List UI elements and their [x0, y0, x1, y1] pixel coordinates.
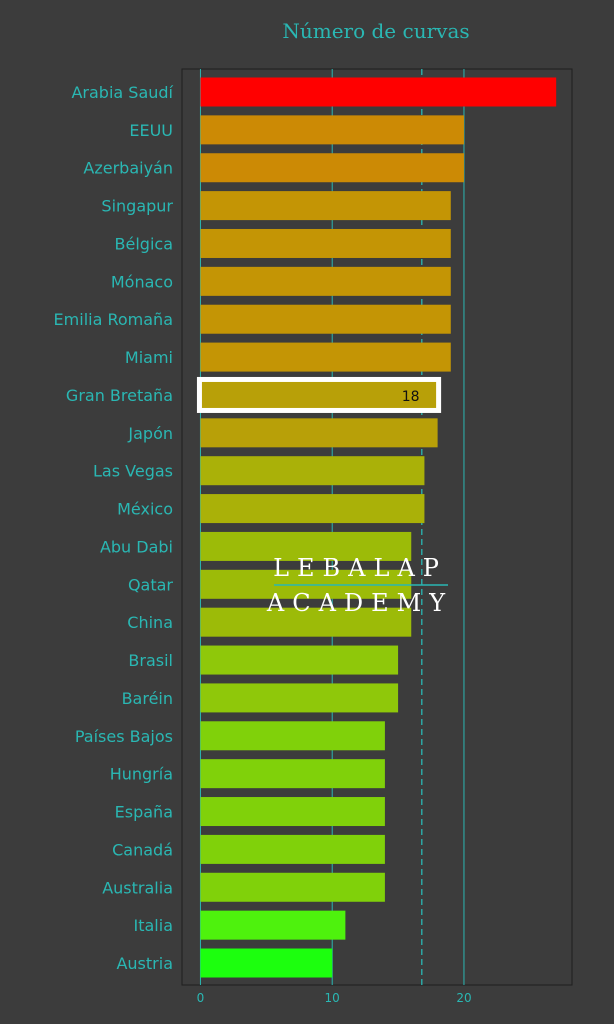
- watermark-line2: ACADEMY: [266, 589, 453, 617]
- category-label: Bélgica: [115, 234, 173, 253]
- category-label: Gran Bretaña: [66, 386, 173, 405]
- bar: [200, 266, 451, 296]
- category-label: China: [127, 613, 173, 632]
- category-label: EEUU: [129, 121, 173, 140]
- category-label: Italia: [134, 916, 174, 935]
- x-tick-label: 20: [456, 991, 471, 1005]
- bar: [200, 645, 399, 675]
- bar: [200, 77, 557, 107]
- category-label: Brasil: [128, 651, 173, 670]
- highlight-value-label: 18: [402, 389, 420, 405]
- category-labels: Arabia Saudí EEUU Azerbaiyán Singapur Bélgic…: [54, 83, 174, 973]
- bar: [200, 910, 346, 940]
- bar: [200, 456, 425, 486]
- bar: [200, 418, 438, 448]
- category-label: España: [115, 803, 173, 822]
- bar: [200, 834, 385, 864]
- category-label: Las Vegas: [93, 462, 173, 481]
- bar: [200, 380, 438, 410]
- bar: [200, 342, 451, 372]
- category-label: Mónaco: [111, 272, 173, 291]
- category-label: Japón: [127, 424, 173, 443]
- bar: [200, 683, 399, 713]
- plot-frame: [181, 68, 573, 986]
- bar: [200, 948, 333, 978]
- category-label: Arabia Saudí: [71, 83, 173, 102]
- category-label: México: [117, 500, 173, 519]
- bars: 18: [196, 77, 557, 978]
- bar: [200, 191, 451, 221]
- category-label: Qatar: [128, 575, 173, 594]
- bar: [200, 872, 385, 902]
- category-label: Países Bajos: [75, 727, 173, 746]
- bar: [200, 797, 385, 827]
- x-tick-label: 10: [325, 991, 340, 1005]
- category-label: Singapur: [101, 197, 173, 216]
- highlight-outline: [196, 376, 442, 413]
- x-tick-label: 0: [197, 991, 205, 1005]
- bar: [200, 607, 412, 637]
- bar: [200, 721, 385, 751]
- bar: [200, 304, 451, 334]
- category-label: Baréin: [122, 689, 173, 708]
- category-label: Hungría: [110, 765, 173, 784]
- bar: [200, 153, 464, 183]
- category-label: Miami: [125, 348, 173, 367]
- grid-lines: [199, 69, 465, 985]
- x-tick-labels: 0 10 20: [197, 991, 472, 1005]
- bar: [200, 494, 425, 524]
- category-label: Azerbaiyán: [83, 159, 173, 178]
- bar: [200, 759, 385, 789]
- category-label: Austria: [116, 954, 173, 973]
- bar: [200, 115, 464, 145]
- watermark-logo: LEBALAP ACADEMY: [266, 554, 453, 617]
- bar: [200, 228, 451, 258]
- bar: [200, 531, 412, 561]
- category-label: Canadá: [112, 840, 173, 859]
- watermark-line1: LEBALAP: [273, 554, 447, 582]
- category-label: Australia: [102, 878, 173, 897]
- category-label: Emilia Romaña: [54, 310, 173, 329]
- chart-title: Número de curvas: [282, 19, 469, 43]
- category-label: Abu Dabi: [100, 537, 173, 556]
